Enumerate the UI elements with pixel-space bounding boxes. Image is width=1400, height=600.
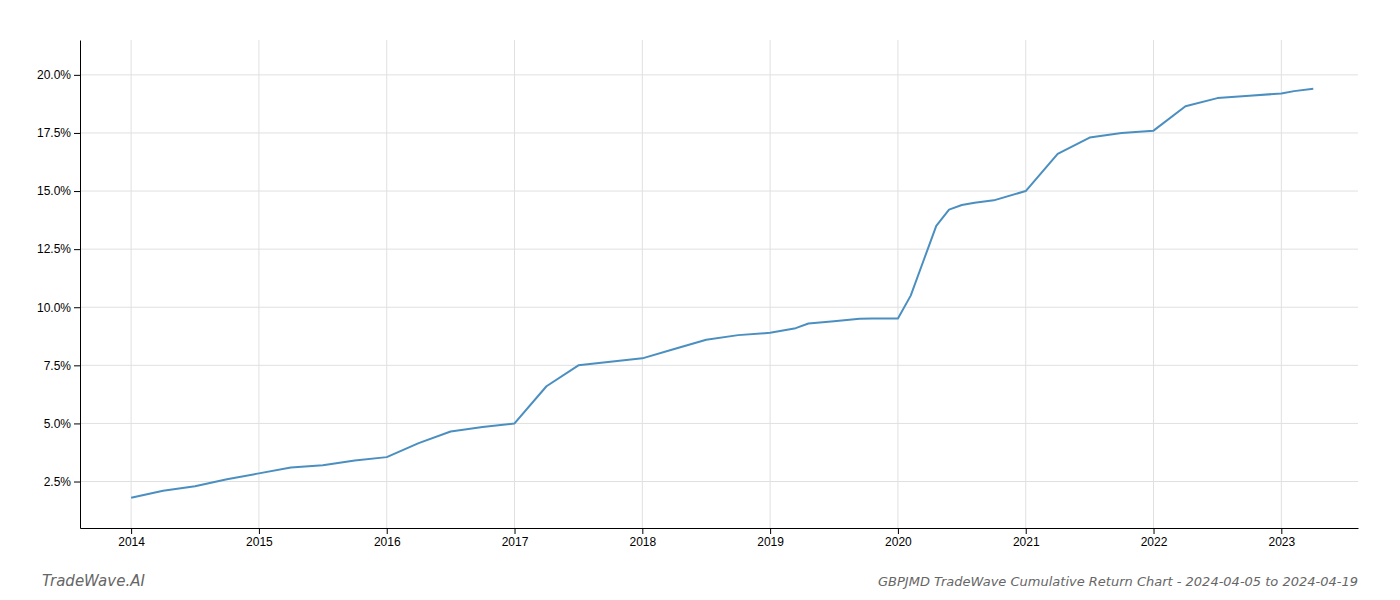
y-axis: 2.5% 5.0% 7.5% 10.0% 12.5% 15.0% 17.5% 20.0%: [37, 41, 81, 529]
x-tick-label: 2018: [629, 535, 656, 549]
x-tick-label: 2021: [1013, 535, 1040, 549]
y-tick-label: 17.5%: [37, 126, 71, 140]
y-tick: 20.0%: [37, 68, 80, 82]
grid-line-y: [80, 132, 1358, 133]
x-tick: 2015: [246, 528, 273, 549]
grid-line-x: [131, 40, 132, 528]
grid-line-y: [80, 481, 1358, 482]
x-axis-line: [81, 528, 1359, 529]
x-tick-label: 2016: [374, 535, 401, 549]
y-tick-label: 2.5%: [44, 475, 72, 489]
y-tick-label: 15.0%: [37, 184, 71, 198]
y-tick-label: 10.0%: [37, 301, 71, 315]
y-tick-mark: [74, 249, 80, 250]
grid-line-y: [80, 423, 1358, 424]
y-axis-line: [80, 41, 81, 529]
x-tick-mark: [642, 528, 643, 534]
grid-line-y: [80, 249, 1358, 250]
x-tick: 2017: [502, 528, 529, 549]
plot-area: 2014 2015 2016 2017 2018 2019 2020 2021 2022 2023…: [37, 40, 1359, 549]
y-tick: 7.5%: [44, 359, 80, 373]
grid-line-x: [1025, 40, 1026, 528]
y-tick-mark: [74, 133, 80, 134]
y-tick-label: 20.0%: [37, 68, 71, 82]
x-tick-label: 2015: [246, 535, 273, 549]
line: [131, 89, 1313, 498]
x-axis: 2014 2015 2016 2017 2018 2019 2020 2021 2022 2023: [81, 528, 1359, 549]
x-tick-label: 2014: [118, 535, 145, 549]
y-tick-mark: [74, 482, 80, 483]
y-tick-mark: [74, 75, 80, 76]
y-tick: 17.5%: [37, 126, 80, 140]
watermark: TradeWave.AI: [42, 572, 145, 590]
y-tick: 5.0%: [44, 417, 80, 431]
title: GBPJMD TradeWave Cumulative Return Chart…: [878, 574, 1358, 589]
x-tick: 2020: [885, 528, 912, 549]
x-tick: 2022: [1141, 528, 1168, 549]
x-tick: 2018: [629, 528, 656, 549]
grid-line-x: [386, 40, 387, 528]
grid: [80, 40, 1358, 528]
y-tick-label: 7.5%: [44, 359, 72, 373]
y-tick: 10.0%: [37, 301, 80, 315]
grid-line-y: [80, 191, 1358, 192]
grid-line-x: [770, 40, 771, 528]
x-tick-mark: [898, 528, 899, 534]
x-tick-mark: [515, 528, 516, 534]
chart: 2014 2015 2016 2017 2018 2019 2020 2021 2022 2023…: [0, 0, 1400, 600]
grid-line-x: [897, 40, 898, 528]
grid-line-x: [1281, 40, 1282, 528]
grid-line-y: [80, 365, 1358, 366]
x-tick: 2019: [757, 528, 784, 549]
y-tick-mark: [74, 423, 80, 424]
grid-line-x: [642, 40, 643, 528]
x-tick-mark: [1026, 528, 1027, 534]
grid-line-x: [514, 40, 515, 528]
y-tick: 15.0%: [37, 184, 80, 198]
x-tick-mark: [1281, 528, 1282, 534]
x-tick: 2014: [118, 528, 145, 549]
x-tick-mark: [387, 528, 388, 534]
x-tick-mark: [1154, 528, 1155, 534]
x-tick-mark: [259, 528, 260, 534]
x-tick-label: 2023: [1268, 535, 1295, 549]
x-tick-label: 2019: [757, 535, 784, 549]
x-tick-label: 2020: [885, 535, 912, 549]
x-tick-mark: [131, 528, 132, 534]
y-tick: 12.5%: [37, 242, 80, 256]
grid-line-y: [80, 74, 1358, 75]
y-tick-label: 5.0%: [44, 417, 72, 431]
y-tick-mark: [74, 307, 80, 308]
y-tick: 2.5%: [44, 475, 80, 489]
marks: [131, 89, 1313, 498]
y-tick-mark: [74, 365, 80, 366]
x-tick-mark: [770, 528, 771, 534]
x-tick: 2023: [1268, 528, 1295, 549]
grid-line-x: [258, 40, 259, 528]
x-tick: 2021: [1013, 528, 1040, 549]
y-tick-label: 12.5%: [37, 242, 71, 256]
x-tick-label: 2022: [1141, 535, 1168, 549]
grid-line-x: [1153, 40, 1154, 528]
y-tick-mark: [74, 191, 80, 192]
x-tick: 2016: [374, 528, 401, 549]
x-tick-label: 2017: [502, 535, 529, 549]
grid-line-y: [80, 307, 1358, 308]
